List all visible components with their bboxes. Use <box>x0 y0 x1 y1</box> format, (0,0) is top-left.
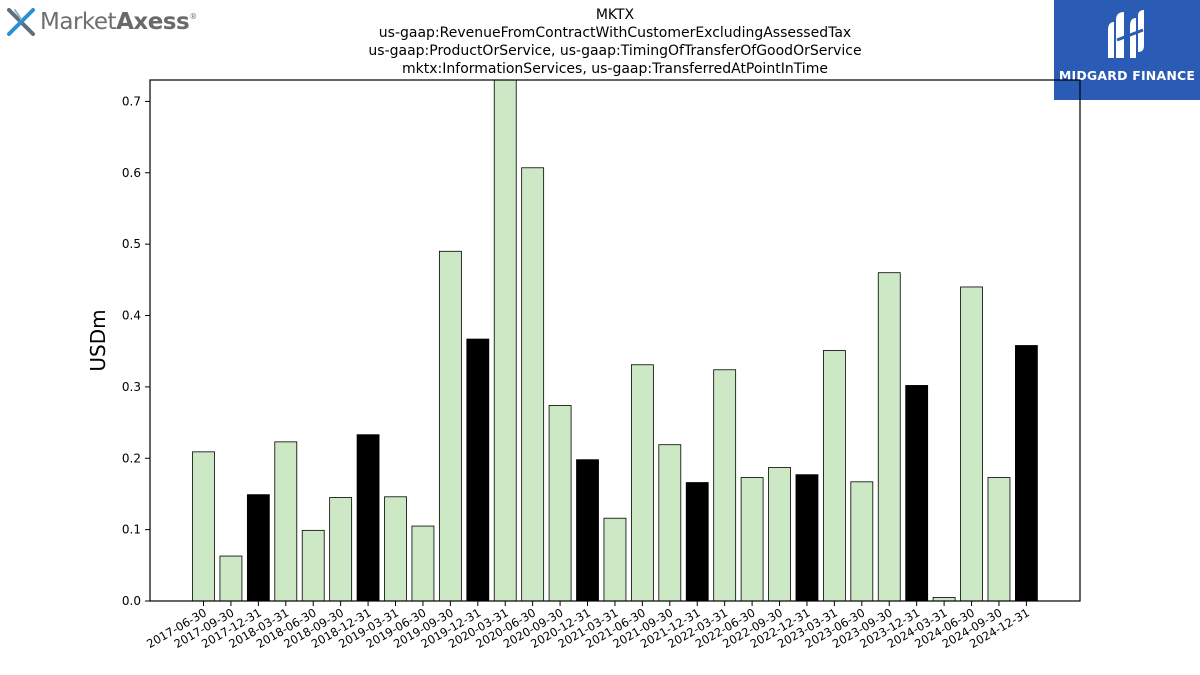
y-tick-label: 0.3 <box>122 380 141 394</box>
bar-2019-03-31 <box>384 496 407 601</box>
bar-2021-06-30 <box>630 364 654 601</box>
bar-2020-12-31 <box>576 459 599 601</box>
midgard-finance-text: MIDGARD FINANCE <box>1058 68 1196 83</box>
bar-2018-03-31 <box>274 441 298 601</box>
marketaxess-wordmark: MarketAxess® <box>40 8 197 35</box>
y-tick-label: 0.4 <box>122 309 141 323</box>
bar-2017-12-31 <box>246 494 270 601</box>
bar-2023-06-30 <box>850 481 874 601</box>
bar-2023-12-31 <box>905 385 929 601</box>
bar-2022-03-31 <box>713 369 737 601</box>
bar-2022-06-30 <box>740 477 764 601</box>
x-mark-icon <box>7 8 35 36</box>
y-tick-label: 0.1 <box>122 523 141 537</box>
bar-2024-12-31 <box>1015 345 1038 601</box>
bar-2019-12-31 <box>466 338 490 601</box>
bar-2023-03-31 <box>822 350 846 601</box>
midgard-finance-logo: MIDGARD FINANCE <box>1054 0 1200 100</box>
bar-2022-09-30 <box>768 467 791 601</box>
marketaxess-logo: MarketAxess® <box>6 5 197 39</box>
bar-2021-09-30 <box>658 444 682 601</box>
y-tick-label: 0.6 <box>122 166 141 180</box>
bar-2021-03-31 <box>603 517 627 601</box>
chart-title-line: MKTX <box>595 7 635 23</box>
bar-2017-06-30 <box>192 451 215 601</box>
chart-title-line: us-gaap:RevenueFromContractWithCustomerE… <box>378 25 852 41</box>
y-tick-label: 0.7 <box>122 94 141 108</box>
bar-2022-12-31 <box>795 474 819 601</box>
bar-2018-12-31 <box>356 434 380 601</box>
y-tick-label: 0.2 <box>122 451 141 465</box>
bar-2021-12-31 <box>685 482 709 601</box>
mf-monogram-icon <box>1108 10 1144 58</box>
bar-2017-09-30 <box>219 555 243 601</box>
bar-2019-06-30 <box>411 525 435 601</box>
bar-2018-06-30 <box>301 529 325 601</box>
chart-title: MKTX us-gaap:RevenueFromContractWithCust… <box>300 6 930 78</box>
bar-2020-03-31 <box>493 80 517 601</box>
y-tick-label: 0.5 <box>122 237 141 251</box>
bar-2024-06-30 <box>960 286 983 601</box>
bars-group <box>192 80 1038 601</box>
bar-2018-09-30 <box>329 497 353 601</box>
bar-2023-09-30 <box>877 272 901 601</box>
chart-title-line: us-gaap:ProductOrService, us-gaap:Timing… <box>368 43 862 59</box>
chart-title-line: mktx:InformationServices, us-gaap:Transf… <box>402 61 828 77</box>
bar-2024-09-30 <box>987 477 1011 601</box>
bar-2020-06-30 <box>521 167 545 601</box>
y-axis-label: USDm <box>86 309 110 371</box>
bar-2019-09-30 <box>438 250 462 601</box>
y-tick-label: 0.0 <box>122 594 141 608</box>
bar-2020-09-30 <box>548 405 572 601</box>
